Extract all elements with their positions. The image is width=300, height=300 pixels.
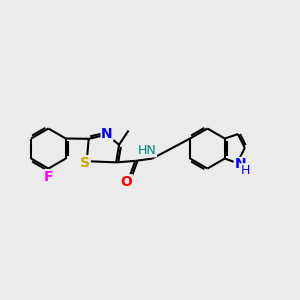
Text: HN: HN [138, 144, 156, 157]
Text: N: N [234, 158, 246, 171]
Text: H: H [241, 164, 250, 177]
Text: N: N [101, 127, 113, 140]
Text: S: S [80, 156, 90, 170]
Text: F: F [44, 170, 53, 184]
Text: O: O [121, 175, 132, 189]
